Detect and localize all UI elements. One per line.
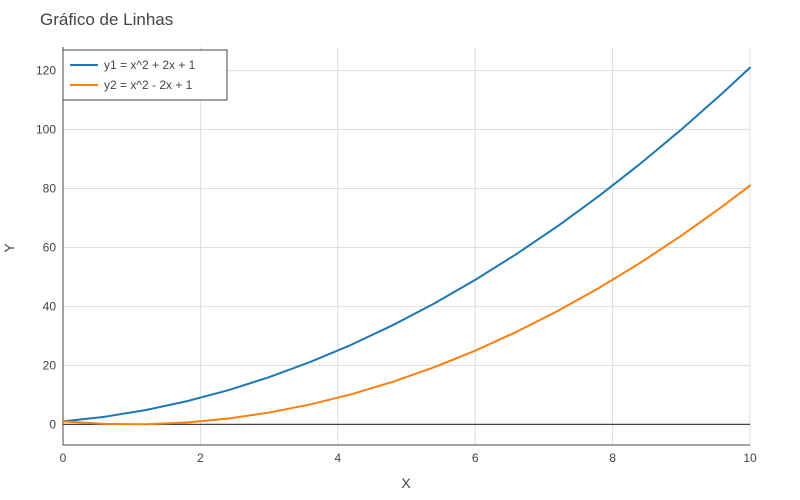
legend-label-y1: y1 = x^2 + 2x + 1 <box>104 58 196 72</box>
x-tick-label: 10 <box>743 451 757 465</box>
legend-label-y2: y2 = x^2 - 2x + 1 <box>104 78 193 92</box>
y-tick-label: 120 <box>36 64 56 78</box>
y-tick-label: 100 <box>36 123 56 137</box>
y-tick-label: 60 <box>43 240 57 254</box>
x-tick-label: 2 <box>197 451 204 465</box>
y-tick-label: 80 <box>43 182 57 196</box>
x-tick-label: 6 <box>472 451 479 465</box>
y-axis-label: Y <box>1 243 17 253</box>
y-tick-label: 20 <box>43 358 57 372</box>
y-tick-label: 0 <box>49 417 56 431</box>
legend: y1 = x^2 + 2x + 1 y2 = x^2 - 2x + 1 <box>62 49 228 101</box>
y-tick-label: 40 <box>43 299 57 313</box>
series-line-2 <box>62 184 751 426</box>
x-tick-label: 0 <box>60 451 67 465</box>
x-axis-label: X <box>401 475 411 491</box>
axes <box>62 47 750 446</box>
x-tick-label: 4 <box>334 451 341 465</box>
series-lines <box>62 66 751 426</box>
gridlines <box>63 47 751 445</box>
series-line-1 <box>62 66 751 423</box>
chart-title: Gráfico de Linhas <box>40 10 173 29</box>
x-tick-label: 8 <box>609 451 616 465</box>
legend-box <box>62 49 228 101</box>
